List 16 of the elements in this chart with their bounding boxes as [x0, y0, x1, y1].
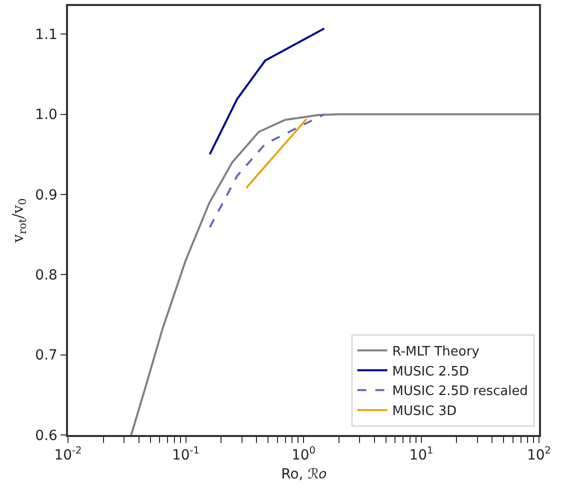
y-tick-label: 1.1 [35, 26, 58, 43]
y-tick-label: 0.8 [35, 268, 58, 284]
x-tick-label: 10$^{-1}$ [172, 446, 200, 464]
legend-label: MUSIC 3D [392, 404, 457, 420]
legend-label: MUSIC 2.5D rescaled [392, 384, 528, 400]
legend-label: R-MLT Theory [392, 344, 480, 360]
x-tick-label: 10$^{2}$ [526, 446, 552, 464]
y-tick-label: 1.0 [35, 107, 58, 124]
x-tick-label: 10$^{-2}$ [54, 446, 82, 464]
legend-label: MUSIC 2.5D [392, 364, 470, 380]
y-tick-label: 0.9 [35, 187, 58, 204]
y-tick-label: 0.6 [35, 428, 58, 444]
x-axis-title: Ro, ℛ𝑜 [281, 466, 327, 482]
x-tick-label: 10$^{0}$ [291, 446, 316, 464]
x-tick-label: 10$^{1}$ [409, 446, 434, 464]
y-tick-label: 0.7 [35, 348, 58, 364]
